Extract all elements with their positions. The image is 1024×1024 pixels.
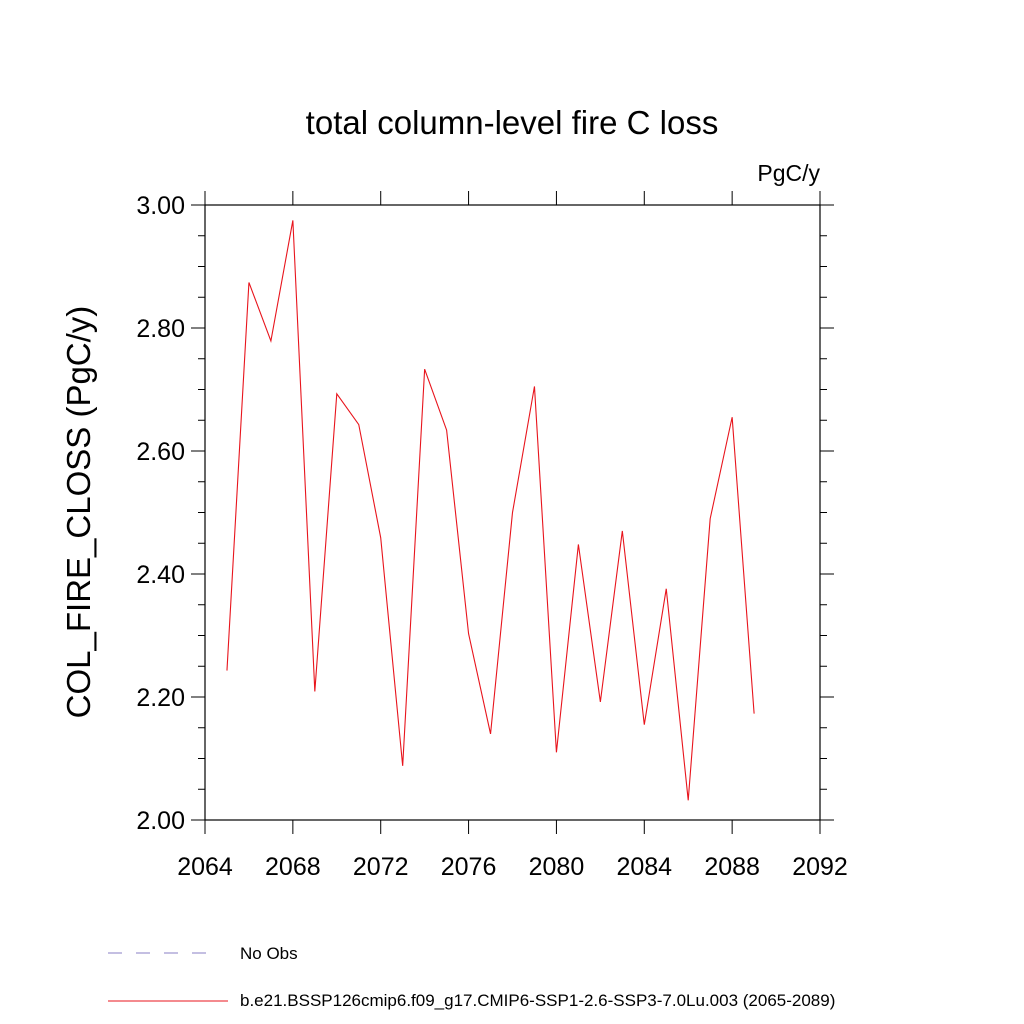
x-tick-label: 2068 (265, 853, 321, 881)
units-label: PgC/y (757, 160, 820, 186)
x-tick-label: 2064 (177, 853, 233, 881)
x-tick-label: 2072 (353, 853, 409, 881)
y-tick-label: 2.60 (136, 438, 185, 466)
ticks: 2.00 2.20 2.40 2.60 2.80 3.00 2064 2068 2072 2076… (136, 191, 848, 881)
y-axis-label: COL_FIRE_CLOSS (PgC/y) (60, 306, 97, 719)
y-tick-label: 3.00 (136, 192, 185, 220)
y-tick-label: 2.80 (136, 315, 185, 343)
x-tick-label: 2088 (704, 853, 760, 881)
series-layer (226, 220, 755, 801)
x-tick-label: 2084 (616, 853, 672, 881)
legend: No Obs b.e21.BSSP126cmip6.f09_g17.CMIP6-… (108, 944, 835, 1010)
y-tick-label: 2.20 (136, 684, 185, 712)
chart-title: total column-level fire C loss (306, 104, 719, 141)
x-tick-label: 2076 (441, 853, 497, 881)
x-tick-label: 2080 (529, 853, 585, 881)
series-line-0 (226, 220, 755, 801)
legend-label-model-run: b.e21.BSSP126cmip6.f09_g17.CMIP6-SSP1-2.… (240, 991, 835, 1010)
x-tick-label: 2092 (792, 853, 848, 881)
plot-frame (204, 204, 821, 821)
y-tick-label: 2.40 (136, 561, 185, 589)
legend-label-no-obs: No Obs (240, 944, 298, 963)
y-tick-label: 2.00 (136, 807, 185, 835)
